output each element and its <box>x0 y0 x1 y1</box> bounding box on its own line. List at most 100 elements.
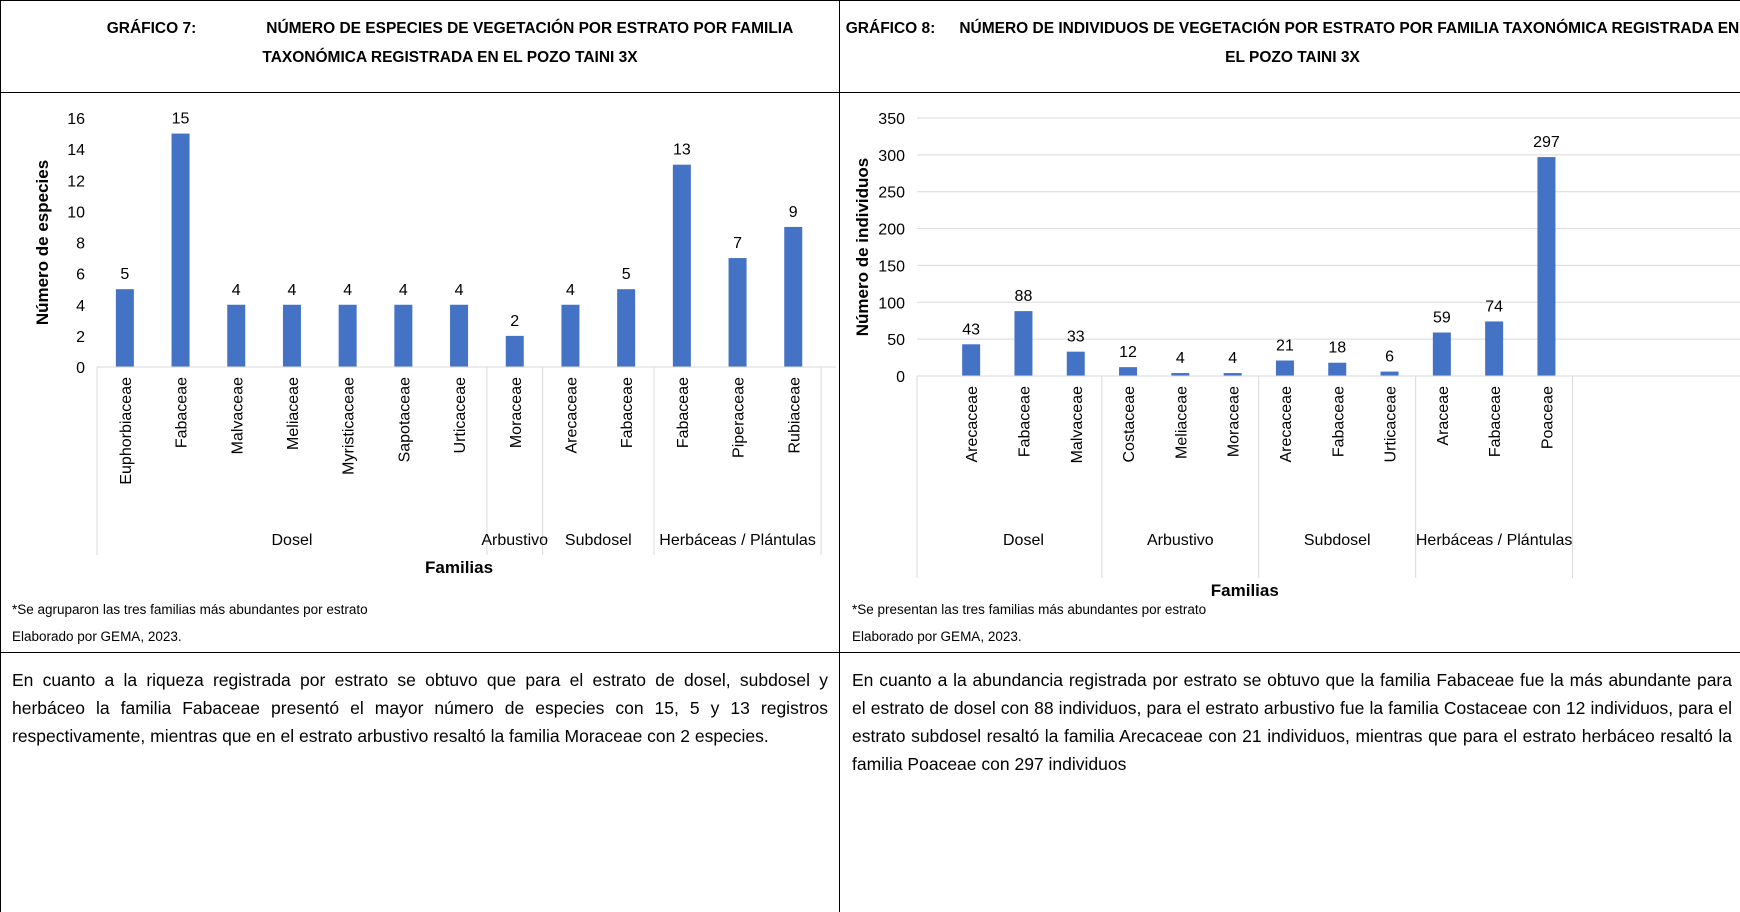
y-tick-label: 350 <box>878 111 905 128</box>
y-tick-label: 6 <box>76 267 85 284</box>
y-tick-label: 2 <box>76 329 85 346</box>
x-tick-label: Malvaceae <box>1069 386 1086 463</box>
value-label: 9 <box>789 204 798 221</box>
value-label: 74 <box>1485 298 1503 315</box>
y-tick-label: 16 <box>67 111 85 128</box>
border-top <box>0 0 1740 1</box>
x-tick-label: Fabaceae <box>675 377 692 448</box>
x-tick-label: Arecaceae <box>1278 386 1295 463</box>
value-label: 4 <box>343 282 352 299</box>
y-tick-label: 10 <box>67 204 85 221</box>
value-label: 5 <box>622 266 631 283</box>
value-label: 297 <box>1533 134 1560 151</box>
border-row <box>0 92 1740 93</box>
bar <box>1432 332 1451 376</box>
bar <box>672 164 691 367</box>
value-label: 15 <box>172 111 190 128</box>
group-label: Dosel <box>1002 532 1044 549</box>
bar <box>1275 360 1294 376</box>
x-tick-label: Moraceae <box>1226 386 1243 457</box>
bar <box>338 304 357 367</box>
y-tick-label: 300 <box>878 148 905 165</box>
group-label: Subdosel <box>564 532 632 549</box>
x-tick-label: Fabaceae <box>1330 386 1347 457</box>
x-tick-label: Urticaceae <box>452 377 469 454</box>
border-row <box>0 652 1740 653</box>
y-tick-label: 100 <box>878 295 905 312</box>
paragraph: En cuanto a la abundancia registrada por… <box>852 670 1732 774</box>
bar <box>227 304 246 367</box>
value-label: 4 <box>1228 350 1237 367</box>
x-tick-label: Meliaceae <box>285 377 302 450</box>
bar <box>505 335 524 367</box>
notes: *Se presentan las tres familias más abun… <box>852 596 1206 650</box>
bar <box>1119 367 1138 376</box>
y-tick-label: 0 <box>76 360 85 377</box>
header: GRÁFICO 8: NÚMERO DE INDIVIDUOS DE VEGETA… <box>845 14 1740 72</box>
figure-title: NÚMERO DE INDIVIDUOS DE VEGETACIÓN POR E… <box>959 20 1740 66</box>
value-label: 4 <box>399 282 408 299</box>
value-label: 43 <box>962 321 980 338</box>
note: Elaborado por GEMA, 2023. <box>12 629 182 644</box>
x-tick-label: Costaceae <box>1121 386 1138 463</box>
y-tick-label: 250 <box>878 185 905 202</box>
bar <box>1066 351 1085 376</box>
value-label: 2 <box>510 313 519 330</box>
bar <box>784 226 803 367</box>
value-label: 6 <box>1385 349 1394 366</box>
x-tick-label: Araceae <box>1435 386 1452 446</box>
value-label: 4 <box>566 282 575 299</box>
y-tick-label: 12 <box>67 173 85 190</box>
bar <box>1485 321 1504 376</box>
x-tick-label: Poaceae <box>1539 386 1556 449</box>
y-axis-title: Número de especies <box>33 160 52 325</box>
note: Elaborado por GEMA, 2023. <box>852 629 1022 644</box>
group-label: Herbáceas / Plántulas <box>1415 532 1573 549</box>
value-label: 88 <box>1015 288 1033 305</box>
bar <box>1328 362 1347 376</box>
y-tick-label: 4 <box>76 298 85 315</box>
group-label: Arbustivo <box>481 532 549 549</box>
x-tick-label: Urticaceae <box>1383 386 1400 463</box>
value-label: 4 <box>287 282 296 299</box>
x-axis-title: Familias <box>1211 581 1279 600</box>
border-left <box>0 0 1 912</box>
y-tick-label: 14 <box>67 142 85 159</box>
note: *Se presentan las tres familias más abun… <box>852 602 1207 617</box>
group-label: Arbustivo <box>1146 532 1214 549</box>
x-tick-label: Arecaceae <box>964 386 981 463</box>
x-tick-label: Meliaceae <box>1173 386 1190 459</box>
x-tick-label: Euphorbiaceae <box>118 377 135 485</box>
value-label: 5 <box>120 266 129 283</box>
x-axis-title: Familias <box>425 558 493 577</box>
bar <box>962 344 981 376</box>
bar <box>1014 311 1033 376</box>
value-label: 33 <box>1067 329 1085 346</box>
x-tick-label: Myristicaceae <box>341 377 358 475</box>
x-tick-label: Fabaceae <box>619 377 636 448</box>
note: *Se agruparon las tres familias más abun… <box>12 602 368 617</box>
y-tick-label: 8 <box>76 236 85 253</box>
bar <box>171 133 190 367</box>
value-label: 13 <box>673 142 691 159</box>
value-label: 12 <box>1119 344 1137 361</box>
value-label: 59 <box>1433 310 1451 327</box>
x-tick-label: Malvaceae <box>229 377 246 454</box>
bar <box>1380 371 1399 376</box>
x-tick-label: Moraceae <box>508 377 525 448</box>
figure-label: GRÁFICO 8: <box>845 20 936 37</box>
y-tick-label: 150 <box>878 258 905 275</box>
bar <box>1171 373 1190 376</box>
value-label: 4 <box>455 282 464 299</box>
value-label: 18 <box>1328 340 1346 357</box>
figure-label: GRÁFICO 7: <box>106 20 197 37</box>
group-label: Herbáceas / Plántulas <box>659 532 816 549</box>
y-tick-label: 200 <box>878 222 905 239</box>
bar <box>450 304 469 367</box>
bar <box>115 289 134 367</box>
x-tick-label: Sapotaceae <box>396 377 413 463</box>
bar <box>394 304 413 367</box>
y-tick-label: 0 <box>896 369 905 386</box>
